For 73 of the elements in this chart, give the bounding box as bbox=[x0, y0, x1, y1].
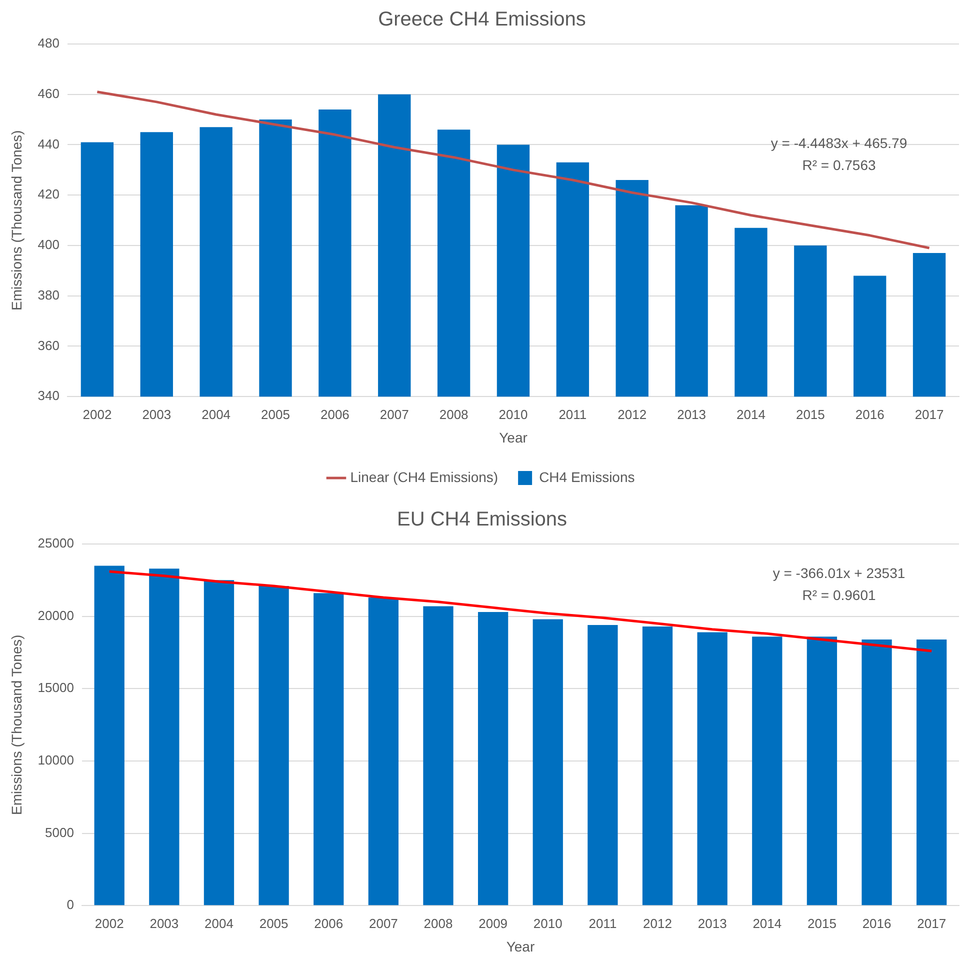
y-tick-label: 15000 bbox=[38, 680, 74, 696]
bar bbox=[532, 619, 563, 906]
bar bbox=[916, 639, 947, 906]
y-tick-label: 400 bbox=[38, 237, 60, 252]
x-axis-title: Year bbox=[506, 938, 535, 954]
x-tick-label: 2010 bbox=[498, 406, 528, 422]
x-tick-label: 2006 bbox=[314, 916, 344, 931]
y-tick-label: 25000 bbox=[38, 536, 74, 551]
x-tick-label: 2013 bbox=[698, 916, 727, 931]
y-tick-label: 420 bbox=[38, 186, 60, 202]
x-tick-label: 2002 bbox=[82, 406, 112, 422]
bar bbox=[149, 568, 180, 906]
x-tick-label: 2014 bbox=[736, 406, 766, 422]
x-tick-label: 2012 bbox=[643, 916, 672, 931]
y-axis-title: Emissions (Thousand Tones) bbox=[8, 130, 24, 310]
x-tick-label: 2005 bbox=[259, 916, 288, 931]
y-tick-label: 440 bbox=[38, 136, 60, 152]
x-tick-label: 2012 bbox=[618, 406, 647, 422]
y-tick-label: 480 bbox=[38, 36, 60, 51]
y-tick-label: 360 bbox=[38, 338, 60, 353]
x-tick-label: 2011 bbox=[558, 406, 587, 422]
bar bbox=[314, 593, 344, 906]
x-tick-label: 2008 bbox=[439, 406, 468, 422]
y-tick-label: 380 bbox=[38, 287, 60, 302]
x-tick-label: 2015 bbox=[808, 916, 836, 931]
y-tick-label: 5000 bbox=[45, 824, 74, 840]
x-tick-label: 2005 bbox=[261, 406, 290, 422]
bar bbox=[258, 586, 289, 906]
bar bbox=[862, 639, 892, 906]
annotation: y = -4.4483x + 465.79 bbox=[770, 134, 908, 151]
y-axis-title: Emissions (Thousand Tones) bbox=[8, 634, 24, 815]
x-tick-label: 2002 bbox=[94, 916, 124, 931]
x-tick-label: 2015 bbox=[796, 406, 825, 422]
x-tick-label: 2006 bbox=[320, 406, 350, 422]
bar bbox=[478, 612, 508, 906]
x-axis-title: Year bbox=[499, 429, 528, 446]
x-tick-label: 2009 bbox=[478, 916, 508, 931]
bar bbox=[752, 636, 782, 906]
x-tick-label: 2016 bbox=[855, 406, 884, 422]
bar bbox=[204, 580, 234, 906]
bar bbox=[423, 606, 454, 906]
x-tick-label: 2008 bbox=[424, 916, 453, 931]
x-tick-label: 2003 bbox=[150, 916, 179, 931]
x-tick-label: 2007 bbox=[368, 916, 398, 931]
bar bbox=[642, 626, 673, 906]
y-tick-label: 340 bbox=[38, 388, 60, 404]
y-tick-label: 20000 bbox=[38, 608, 74, 623]
bar bbox=[697, 632, 728, 906]
y-tick-label: 10000 bbox=[38, 752, 74, 768]
bar bbox=[588, 625, 618, 906]
chart-title: EU CH4 Emissions bbox=[396, 508, 568, 531]
bar bbox=[368, 598, 399, 906]
x-tick-label: 2011 bbox=[588, 916, 617, 931]
legend-label: Linear (CH4 Emissions) bbox=[350, 468, 498, 485]
annotation: R² = 0.7563 bbox=[802, 156, 876, 173]
x-tick-label: 2017 bbox=[917, 916, 946, 931]
x-tick-label: 2016 bbox=[862, 916, 892, 931]
legend-label: CH4 Emissions bbox=[539, 468, 635, 485]
annotation: R² = 0.9601 bbox=[802, 586, 876, 603]
x-tick-label: 2004 bbox=[204, 916, 234, 931]
x-tick-label: 2007 bbox=[380, 406, 409, 422]
bar bbox=[806, 636, 838, 906]
x-tick-label: 2004 bbox=[202, 406, 231, 422]
y-tick-label: 0 bbox=[66, 897, 74, 912]
chart-title: Greece CH4 Emissions bbox=[378, 8, 586, 31]
x-tick-label: 2010 bbox=[533, 916, 562, 931]
y-tick-label: 460 bbox=[38, 86, 60, 101]
bar bbox=[94, 566, 124, 906]
x-tick-label: 2013 bbox=[677, 406, 706, 422]
x-tick-label: 2017 bbox=[914, 406, 944, 422]
annotation: y = -366.01x + 23531 bbox=[772, 564, 906, 581]
x-tick-label: 2003 bbox=[142, 406, 172, 422]
x-tick-label: 2014 bbox=[752, 916, 782, 931]
